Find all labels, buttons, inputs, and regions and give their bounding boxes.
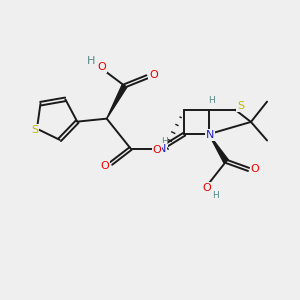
Text: O: O	[100, 161, 109, 171]
Text: H: H	[161, 137, 167, 146]
Polygon shape	[209, 134, 228, 163]
Text: N: N	[158, 144, 166, 154]
Text: S: S	[31, 125, 38, 135]
Text: H: H	[212, 191, 219, 200]
Text: O: O	[202, 183, 211, 193]
Polygon shape	[107, 85, 127, 118]
Text: H: H	[87, 56, 95, 66]
Text: O: O	[98, 62, 106, 72]
Text: O: O	[149, 70, 158, 80]
Text: O: O	[152, 145, 161, 155]
Text: H: H	[208, 96, 214, 105]
Text: S: S	[237, 101, 244, 111]
Text: N: N	[206, 130, 214, 140]
Text: O: O	[251, 164, 260, 174]
